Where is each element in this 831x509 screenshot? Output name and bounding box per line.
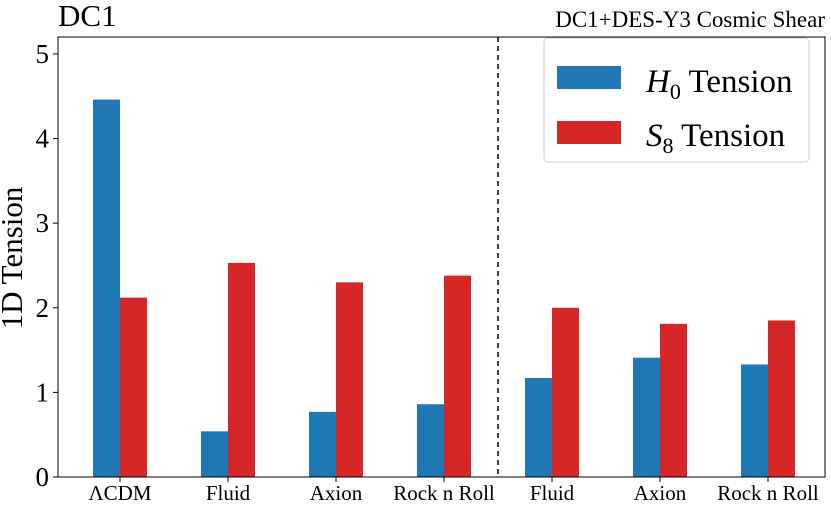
bars-layer (93, 99, 795, 477)
title-left: DC1 (58, 0, 117, 33)
y-tick-label-0: 0 (36, 462, 50, 492)
y-tick-label-5: 5 (36, 39, 50, 69)
x-tick-label-5: Axion (634, 481, 687, 505)
bar-h0-3 (417, 404, 444, 477)
bar-h0-6 (741, 364, 768, 477)
legend: H0 Tension S8 Tension (543, 37, 810, 163)
bar-h0-5 (633, 357, 660, 477)
y-tick-label-2: 2 (36, 293, 50, 323)
bar-s8-1 (228, 262, 255, 477)
bar-s8-4 (552, 307, 579, 477)
title-right: DC1+DES-Y3 Cosmic Shear (555, 7, 825, 32)
x-tick-label-0: ΛCDM (88, 481, 151, 505)
bar-s8-3 (444, 275, 471, 477)
y-axis-label: 1D Tension (0, 186, 29, 329)
legend-label-s8: S8 Tension (646, 118, 785, 158)
y-tick-label-3: 3 (36, 208, 50, 238)
x-tick-label-1: Fluid (206, 481, 251, 505)
bar-h0-1 (201, 431, 228, 477)
y-tick-label-4: 4 (36, 124, 50, 154)
bar-s8-6 (768, 320, 795, 477)
y-axis-ticks: 0 1 2 3 4 5 (36, 39, 58, 492)
bar-h0-4 (525, 378, 552, 477)
legend-swatch-s8 (557, 121, 621, 144)
bar-s8-0 (120, 297, 147, 477)
bar-s8-5 (660, 323, 687, 477)
bar-h0-2 (309, 411, 336, 477)
x-tick-label-2: Axion (310, 481, 363, 505)
legend-label-h0: H0 Tension (645, 64, 793, 104)
bar-s8-2 (336, 282, 363, 477)
x-tick-label-6: Rock n Roll (717, 481, 819, 505)
x-axis-ticks: ΛCDM Fluid Axion Rock n Roll Fluid Axion Rock … (88, 477, 819, 505)
x-tick-label-3: Rock n Roll (393, 481, 495, 505)
bar-h0-0 (93, 99, 120, 477)
y-tick-label-1: 1 (36, 377, 50, 407)
x-tick-label-4: Fluid (530, 481, 575, 505)
legend-swatch-h0 (557, 66, 621, 89)
plot-frame (57, 36, 826, 478)
